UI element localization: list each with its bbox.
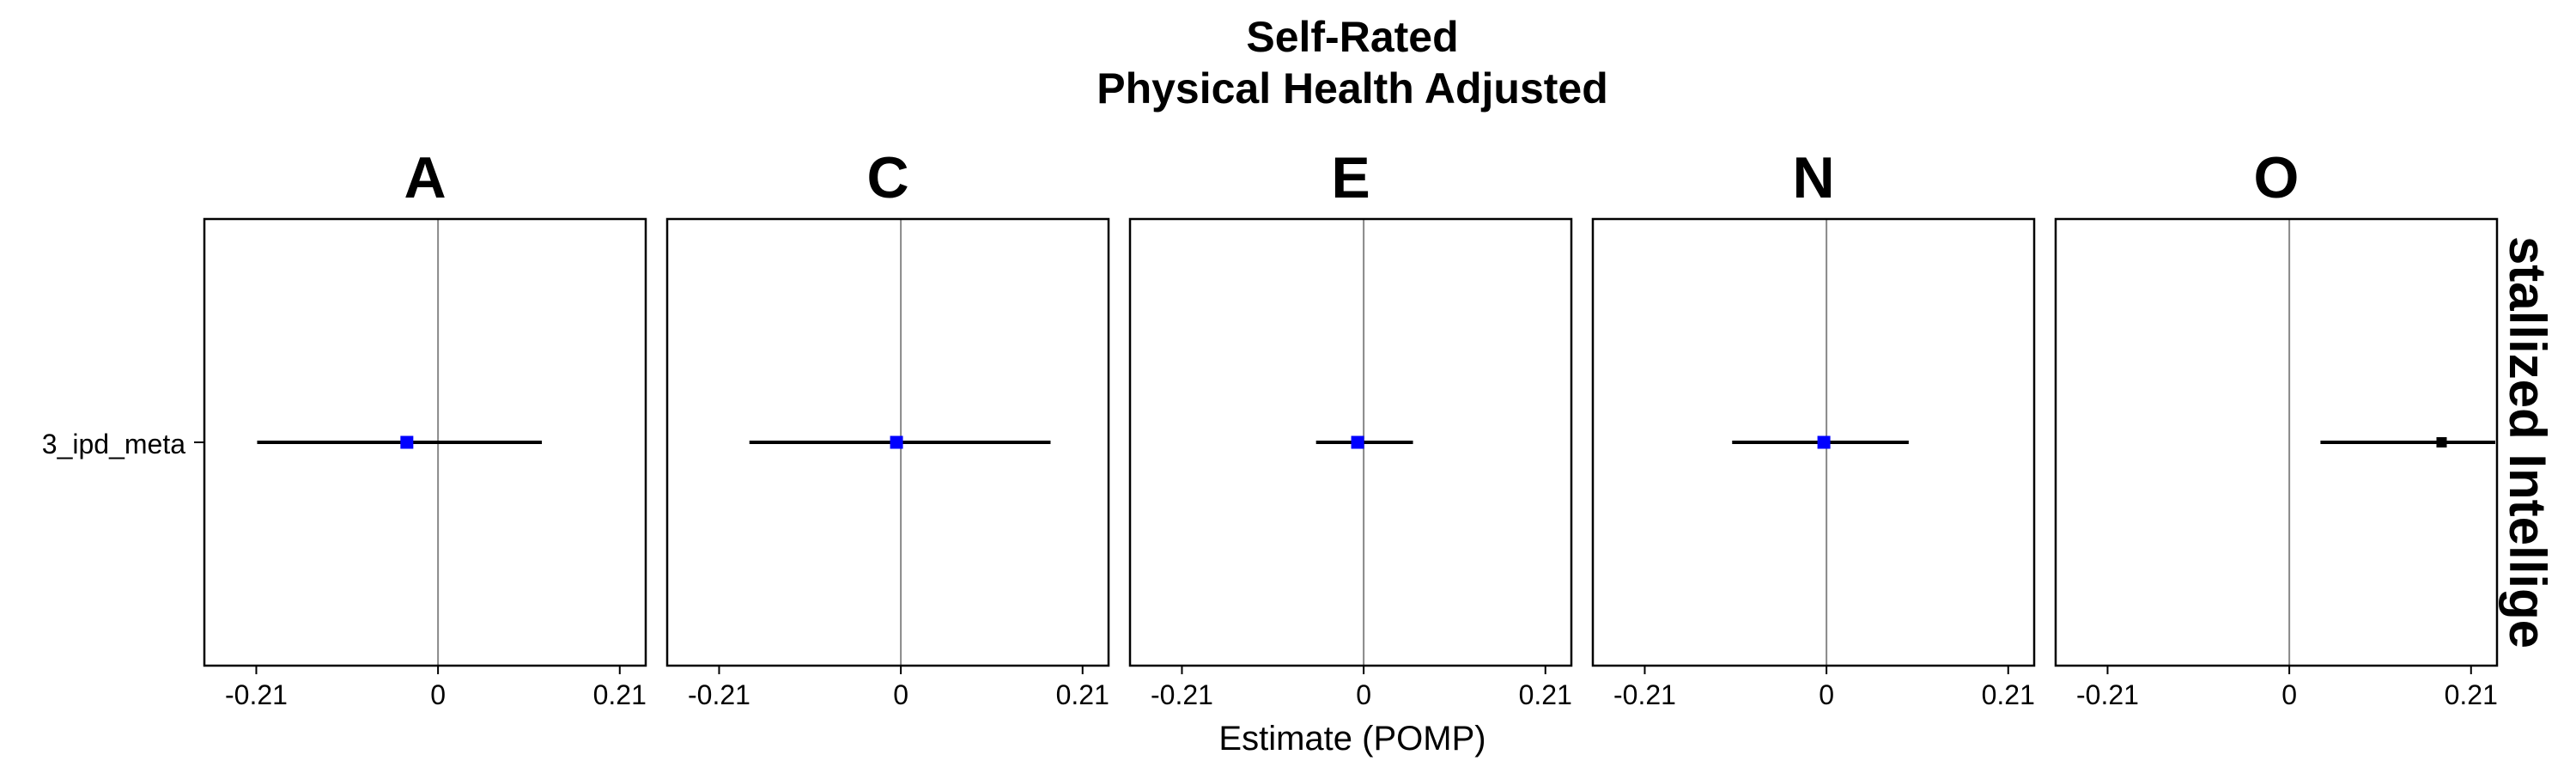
point-estimate-O (2436, 437, 2447, 447)
x-tick-label-N-2: 0.21 (1982, 679, 2035, 710)
panel-header-C: C (866, 145, 908, 210)
x-tick-label-E-2: 0.21 (1519, 679, 1572, 710)
strip-label: stallized Intellige (2499, 236, 2556, 648)
x-tick-label-N-0: -0.21 (1613, 679, 1676, 710)
x-tick-label-O-1: 0 (2281, 679, 2297, 710)
x-tick-label-A-1: 0 (430, 679, 446, 710)
point-estimate-E (1351, 435, 1364, 449)
x-tick-label-C-0: -0.21 (688, 679, 750, 710)
panel-header-O: O (2254, 145, 2300, 210)
point-estimate-A (400, 435, 414, 449)
panel-header-A: A (404, 145, 446, 210)
x-tick-label-O-0: -0.21 (2076, 679, 2139, 710)
chart-title-line2: Physical Health Adjusted (1097, 64, 1608, 113)
point-estimate-N (1817, 435, 1831, 449)
x-tick-label-O-2: 0.21 (2445, 679, 2498, 710)
panel-border-O (2054, 217, 2499, 667)
panel-border-N (1591, 217, 2036, 667)
x-tick-label-N-1: 0 (1819, 679, 1834, 710)
row-label: 3_ipd_meta (42, 429, 185, 460)
panels-group: A -0.21 0 0.21 C -0.21 0 0.21 E -0.21 0 0.21 N -0.21 0… (194, 145, 2499, 710)
panel-header-N: N (1792, 145, 1834, 210)
x-tick-label-C-1: 0 (893, 679, 908, 710)
chart-title-line1: Self-Rated (1246, 13, 1458, 61)
x-tick-label-E-0: -0.21 (1151, 679, 1213, 710)
x-tick-label-A-0: -0.21 (225, 679, 288, 710)
x-tick-label-E-1: 0 (1356, 679, 1371, 710)
x-tick-label-C-2: 0.21 (1056, 679, 1109, 710)
panel-border-C (665, 217, 1110, 667)
panel-border-E (1128, 217, 1573, 667)
x-axis-label: Estimate (POMP) (1218, 720, 1485, 758)
panel-header-E: E (1331, 145, 1370, 210)
x-tick-label-A-2: 0.21 (593, 679, 647, 710)
point-estimate-C (890, 435, 903, 449)
